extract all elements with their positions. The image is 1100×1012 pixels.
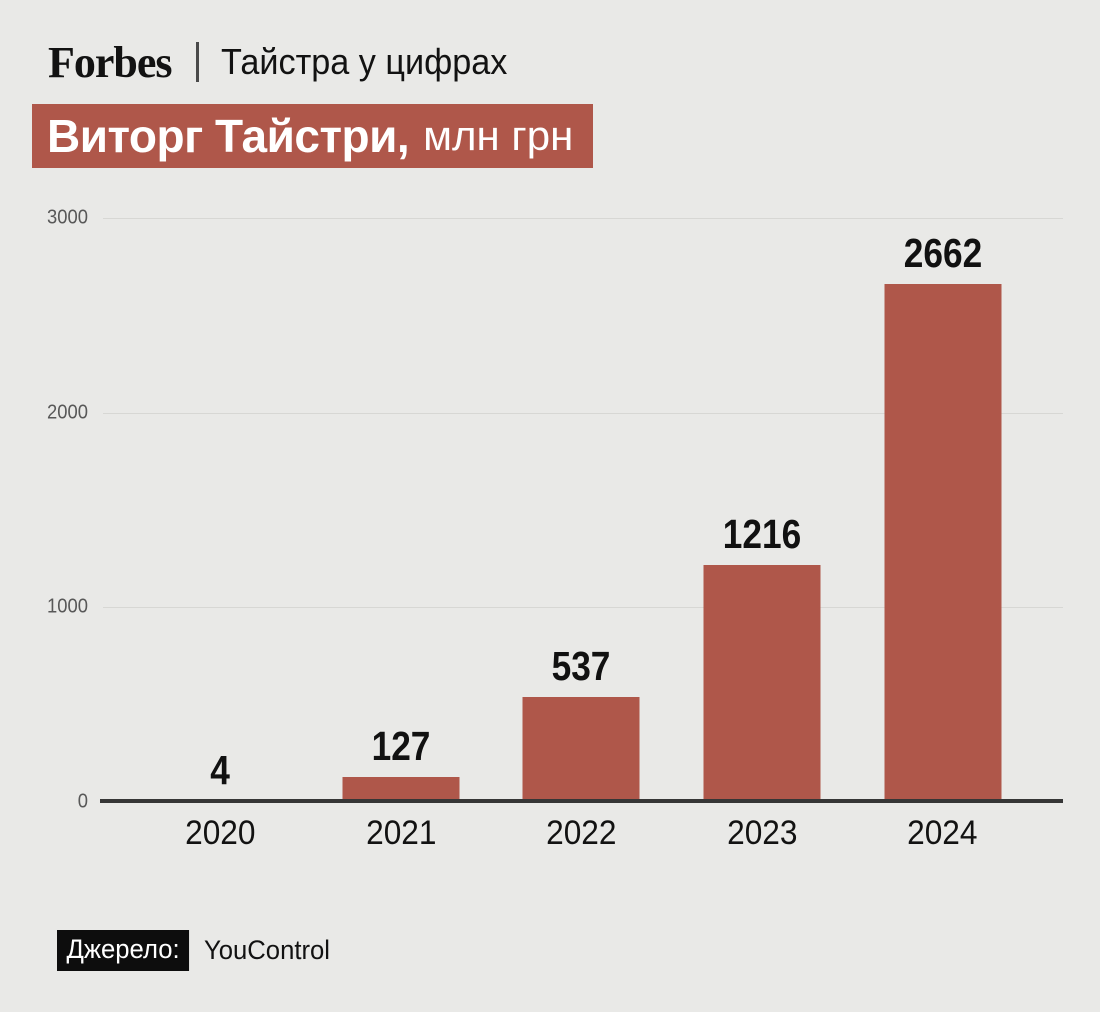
bar-slot-2024: 2662 [852,218,1033,802]
x-axis-labels: 2020 2021 2022 2023 2024 [100,814,1063,853]
x-tick-label: 2023 [726,814,798,852]
gridline-1000 [103,607,1063,609]
y-tick-label: 0 [77,790,88,813]
x-tick-label: 2021 [365,814,437,852]
source-label: Джерело: [57,930,190,971]
bar-2023 [703,565,821,802]
bar-2022 [522,697,640,802]
header-divider [195,42,199,82]
plot-area: 3000 2000 1000 0 4 127 537 1216 2662 [47,207,1063,813]
series-title: Тайстра у цифрах [220,41,507,82]
x-axis-line [100,799,1063,803]
bar-slot-2020: 4 [130,218,311,802]
gridline-3000 [103,218,1063,219]
chart-title-main: Виторг Тайстри, [47,110,410,162]
bar-value-label: 1216 [722,511,802,558]
bar-value-label: 537 [552,643,611,690]
gridline-2000 [103,412,1063,414]
bar-2021 [342,777,460,802]
header: Forbes Тайстра у цифрах [48,37,522,87]
bar-slot-2023: 1216 [672,218,853,802]
chart-title-unit: млн грн [423,112,574,159]
bar-2024 [884,283,1002,802]
y-tick-label: 1000 [47,595,88,618]
forbes-logo: Forbes [48,37,173,87]
bar-value-label: 4 [210,747,231,793]
source-line: Джерело: YouControl [57,930,337,971]
x-tick-label: 2022 [546,814,617,852]
y-tick-label: 3000 [47,206,88,229]
bars-container: 4 127 537 1216 2662 [100,218,1063,802]
bar-slot-2021: 127 [311,218,492,802]
x-tick-label: 2024 [907,814,978,852]
bar-value-label: 127 [371,723,431,770]
y-tick-label: 2000 [47,401,88,424]
source-value: YouControl [204,935,331,965]
chart-title-banner: Виторг Тайстри, млн грн [32,104,594,168]
x-tick-label: 2020 [185,814,256,852]
bar-value-label: 2662 [903,229,982,276]
bar-slot-2022: 537 [491,218,672,802]
